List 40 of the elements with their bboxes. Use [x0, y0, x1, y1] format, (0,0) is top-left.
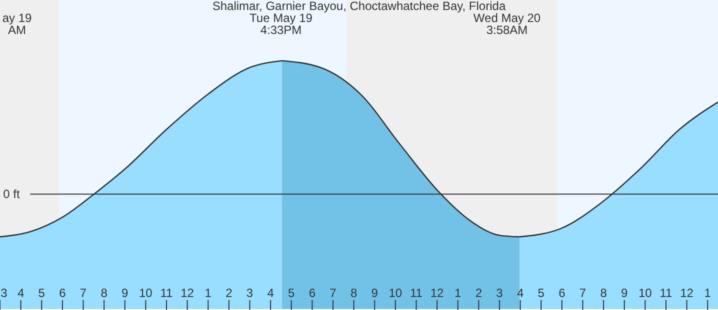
x-tick-label: 7	[330, 286, 337, 300]
chart-title: Shalimar, Garnier Bayou, Choctawhatchee Bay, Florida	[212, 0, 506, 13]
x-tick-label: 6	[558, 286, 566, 300]
x-tick-label: 3	[246, 286, 254, 300]
x-tick-label: 12	[180, 286, 194, 300]
x-tick-label: 1	[204, 286, 212, 300]
x-tick-label: 12	[430, 286, 444, 300]
x-tick-label: 1	[704, 286, 712, 300]
x-tick-label: 9	[122, 286, 129, 300]
x-tick-label: 11	[660, 286, 673, 300]
x-tick-label: 10	[388, 286, 402, 300]
x-tick-label: 11	[410, 286, 423, 300]
text: ay 19 AM	[1, 11, 33, 37]
x-tick-label: 12	[680, 286, 694, 300]
x-tick-label: 10	[638, 286, 652, 300]
x-tick-label: 6	[59, 286, 66, 300]
x-tick-label: 5	[538, 286, 545, 300]
x-tick-label: 9	[371, 286, 378, 300]
text: Tue May 19 4:33PM	[250, 11, 312, 37]
x-tick-label: 2	[475, 286, 482, 300]
x-tick-label: 3	[496, 286, 504, 300]
x-tick-label: 5	[288, 286, 296, 300]
x-tick-label: 11	[160, 286, 174, 300]
x-tick-label: 4	[267, 286, 274, 300]
x-tick-label: 3	[0, 286, 8, 300]
x-tick-label: 7	[80, 286, 87, 300]
x-tick-label: 4	[516, 286, 524, 300]
x-tick-label: 6	[308, 286, 316, 300]
x-tick-label: 1	[454, 286, 462, 300]
x-tick-label: 8	[600, 286, 608, 300]
x-tick-label: 7	[579, 286, 586, 300]
x-tick-label: 10	[139, 286, 153, 300]
x-tick-label: 4	[17, 286, 24, 300]
x-tick-label: 5	[38, 286, 46, 300]
x-tick-label: 8	[100, 286, 108, 300]
text: Wed May 20 3:58AM	[472, 11, 542, 37]
x-tick-label: 8	[350, 286, 358, 300]
x-tick-label: 9	[621, 286, 628, 300]
x-tick-label: 2	[226, 286, 233, 300]
ref-line-label: 0 ft	[3, 187, 20, 202]
